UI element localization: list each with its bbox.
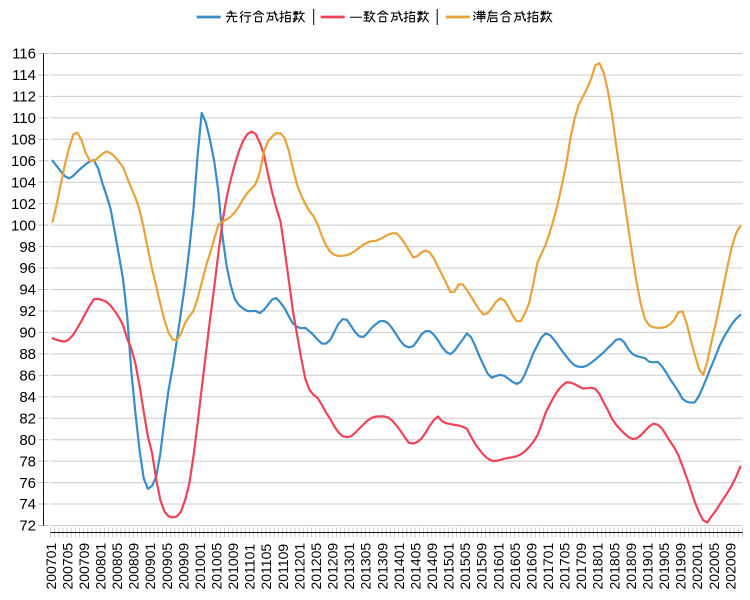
svg-text:78: 78 — [19, 453, 36, 470]
svg-text:201009: 201009 — [225, 543, 241, 590]
svg-text:201801: 201801 — [590, 543, 606, 590]
svg-text:114: 114 — [12, 67, 36, 84]
svg-text:106: 106 — [11, 153, 36, 170]
svg-text:201301: 201301 — [341, 543, 357, 590]
svg-text:202009: 202009 — [722, 543, 738, 590]
svg-text:201609: 201609 — [523, 543, 539, 590]
svg-text:201209: 201209 — [325, 543, 341, 590]
svg-text:96: 96 — [19, 260, 36, 277]
svg-text:201905: 201905 — [656, 543, 672, 590]
svg-text:201205: 201205 — [308, 543, 324, 590]
svg-text:201305: 201305 — [358, 543, 374, 590]
svg-text:201901: 201901 — [640, 543, 656, 590]
svg-text:80: 80 — [19, 432, 36, 449]
svg-text:110: 110 — [12, 110, 36, 127]
svg-text:201309: 201309 — [374, 543, 390, 590]
svg-text:201101: 201101 — [242, 544, 258, 590]
svg-text:201509: 201509 — [474, 543, 490, 590]
svg-text:82: 82 — [19, 410, 36, 427]
svg-text:100: 100 — [11, 217, 36, 234]
svg-text:201805: 201805 — [606, 543, 622, 590]
svg-text:90: 90 — [19, 325, 36, 342]
svg-text:201909: 201909 — [673, 543, 689, 590]
svg-text:200701: 200701 — [43, 543, 59, 590]
svg-text:201601: 201601 — [490, 543, 506, 590]
svg-text:94: 94 — [19, 282, 36, 299]
svg-text:108: 108 — [11, 132, 36, 149]
svg-text:201505: 201505 — [457, 543, 473, 590]
svg-text:200805: 200805 — [109, 543, 125, 590]
svg-text:76: 76 — [19, 475, 36, 492]
svg-text:200809: 200809 — [126, 543, 142, 590]
svg-text:202005: 202005 — [706, 543, 722, 590]
svg-text:104: 104 — [11, 174, 36, 191]
svg-text:74: 74 — [19, 496, 36, 513]
svg-text:202001: 202001 — [689, 543, 705, 590]
svg-text:200709: 200709 — [76, 543, 92, 590]
svg-text:201401: 201401 — [391, 543, 407, 590]
svg-text:200901: 200901 — [142, 543, 158, 590]
svg-text:112: 112 — [12, 89, 36, 106]
svg-text:201409: 201409 — [424, 543, 440, 590]
svg-text:201105: 201105 — [258, 544, 274, 590]
svg-text:88: 88 — [19, 346, 36, 363]
svg-text:98: 98 — [19, 239, 36, 256]
svg-text:201605: 201605 — [507, 543, 523, 590]
svg-text:116: 116 — [12, 46, 36, 63]
svg-text:201109: 201109 — [275, 544, 291, 590]
svg-text:86: 86 — [19, 368, 36, 385]
svg-text:201501: 201501 — [441, 543, 457, 590]
svg-text:84: 84 — [19, 389, 36, 406]
svg-text:102: 102 — [11, 196, 36, 213]
svg-text:201705: 201705 — [557, 543, 573, 590]
svg-text:72: 72 — [19, 518, 36, 535]
svg-text:201005: 201005 — [209, 543, 225, 590]
svg-text:201001: 201001 — [192, 543, 208, 590]
svg-text:201405: 201405 — [407, 543, 423, 590]
svg-text:201809: 201809 — [623, 543, 639, 590]
svg-text:200801: 200801 — [93, 543, 109, 590]
svg-text:201701: 201701 — [540, 543, 556, 590]
svg-text:201709: 201709 — [573, 543, 589, 590]
svg-text:200909: 200909 — [175, 543, 191, 590]
svg-text:92: 92 — [19, 303, 36, 320]
svg-text:201201: 201201 — [291, 543, 307, 590]
svg-text:200705: 200705 — [59, 543, 75, 590]
svg-text:200905: 200905 — [159, 543, 175, 590]
